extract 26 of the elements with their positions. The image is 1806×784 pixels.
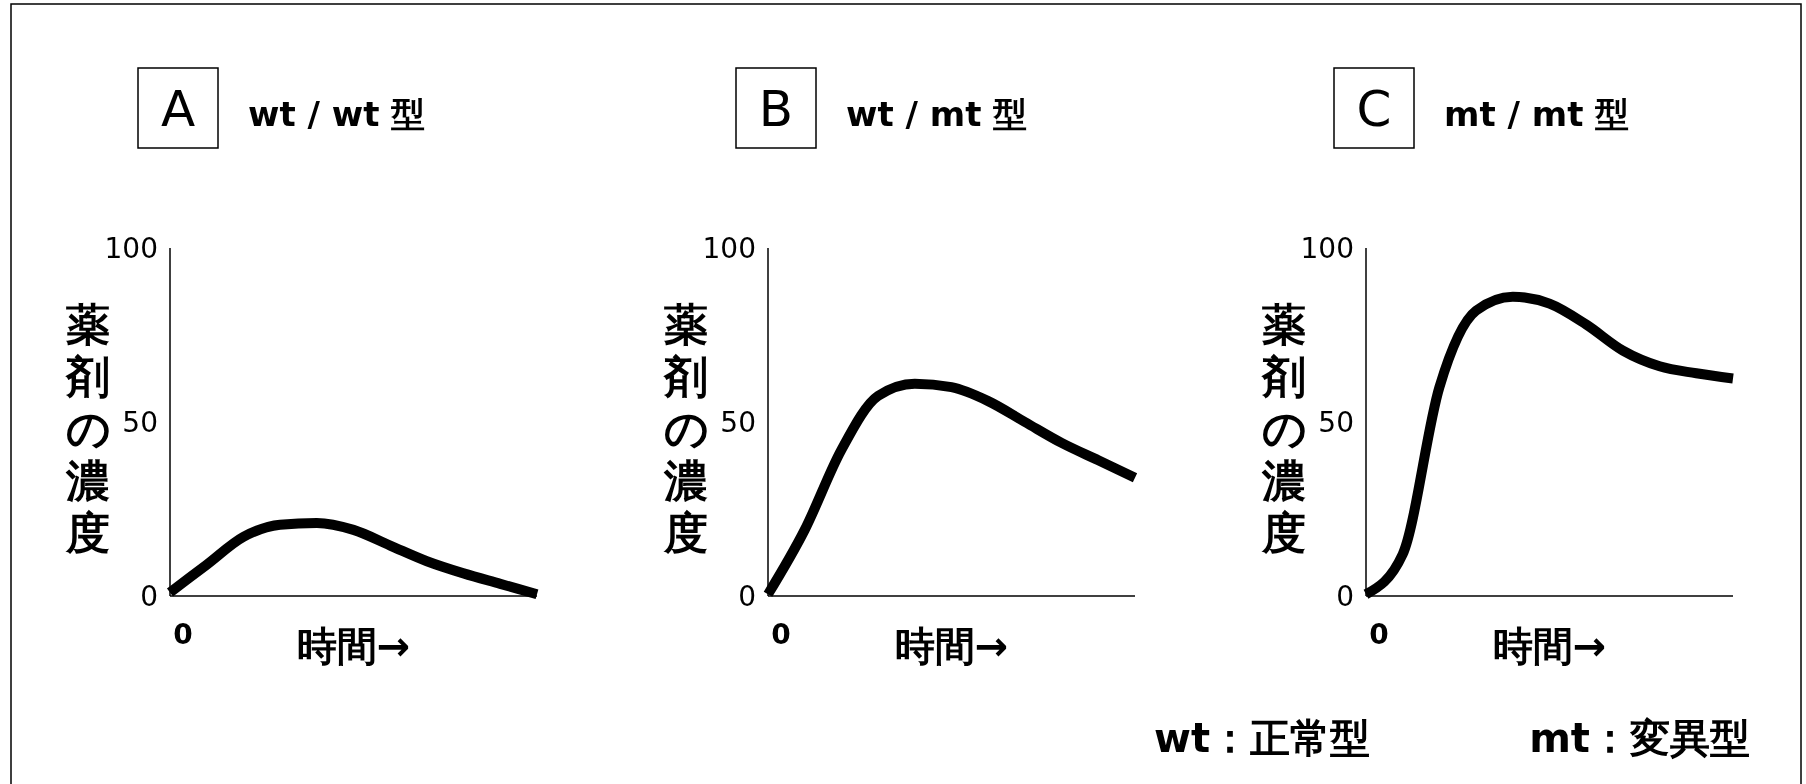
x-axis-title: 時間→ [1492, 623, 1607, 669]
x-axis-title: 時間→ [296, 623, 411, 669]
x-axis-title: 時間→ [894, 623, 1009, 669]
x-tick-label: 0 [173, 618, 193, 651]
y-tick-label: 0 [1336, 580, 1354, 613]
text: A [160, 80, 196, 138]
y-tick-label: 50 [122, 406, 158, 439]
text: mt：変異型 [1529, 715, 1750, 761]
text: C [1356, 80, 1392, 138]
y-tick-label: 0 [738, 580, 756, 613]
x-tick-label: 0 [771, 618, 791, 651]
y-axis-title: 薬剤の濃度 [663, 299, 709, 558]
y-tick-label: 50 [1318, 406, 1354, 439]
y-axis-title: 薬剤の濃度 [65, 299, 111, 558]
chart-title: wt / mt 型 [846, 94, 1028, 134]
y-tick-label: 100 [1300, 232, 1354, 265]
x-tick-label: 0 [1369, 618, 1389, 651]
y-axis-title: 薬剤の濃度 [1261, 299, 1307, 558]
text: wt：正常型 [1153, 715, 1370, 761]
y-tick-label: 0 [140, 580, 158, 613]
chart-title: mt / mt 型 [1444, 94, 1630, 134]
y-tick-label: 100 [702, 232, 756, 265]
y-tick-label: 100 [104, 232, 158, 265]
text: B [758, 80, 794, 138]
chart-title: wt / wt 型 [248, 94, 426, 134]
y-tick-label: 50 [720, 406, 756, 439]
